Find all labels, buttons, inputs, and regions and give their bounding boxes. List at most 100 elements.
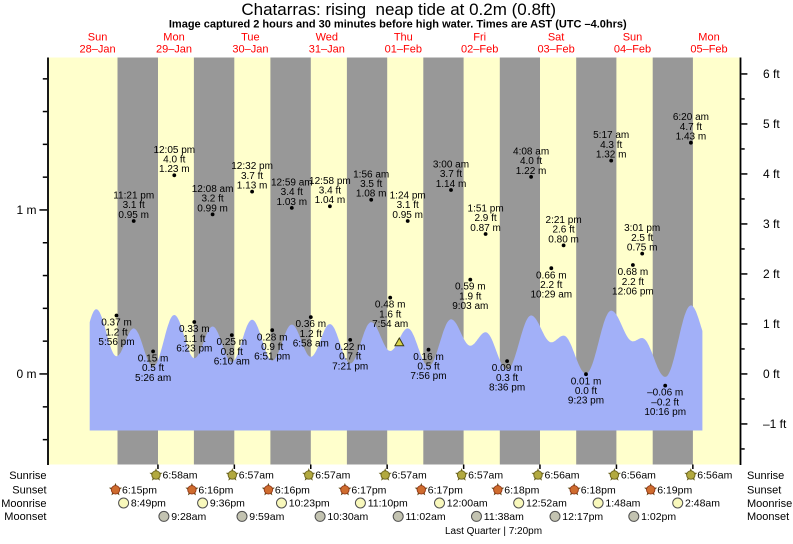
svg-text:0.95 m: 0.95 m — [118, 210, 149, 221]
svg-text:7:56 pm: 7:56 pm — [410, 371, 446, 382]
svg-text:6:17pm: 6:17pm — [428, 485, 463, 497]
svg-text:6:56am: 6:56am — [621, 470, 656, 482]
svg-text:Sun: Sun — [623, 32, 643, 44]
svg-text:–0.06 m: –0.06 m — [647, 388, 683, 399]
svg-text:0.16 m: 0.16 m — [413, 352, 444, 363]
svg-text:2 ft: 2 ft — [763, 267, 780, 281]
svg-text:0.3 ft: 0.3 ft — [496, 373, 518, 384]
svg-text:02–Feb: 02–Feb — [461, 44, 498, 56]
svg-text:1 ft: 1 ft — [763, 317, 780, 331]
svg-text:4.7 ft: 4.7 ft — [680, 122, 702, 133]
svg-text:6:57am: 6:57am — [239, 470, 274, 482]
svg-text:0.66 m: 0.66 m — [536, 270, 567, 281]
svg-text:9:36pm: 9:36pm — [210, 498, 245, 510]
svg-text:4.0 ft: 4.0 ft — [520, 156, 542, 167]
svg-text:1.08 m: 1.08 m — [356, 189, 387, 200]
svg-text:0 ft: 0 ft — [763, 367, 780, 381]
svg-text:Moonset: Moonset — [4, 511, 46, 523]
svg-text:5:17 am: 5:17 am — [593, 130, 629, 141]
svg-text:3.4 ft: 3.4 ft — [319, 186, 341, 197]
svg-text:0.80 m: 0.80 m — [548, 234, 579, 245]
svg-text:10:16 pm: 10:16 pm — [644, 407, 686, 418]
svg-text:Mon: Mon — [698, 32, 719, 44]
svg-text:3.1 ft: 3.1 ft — [397, 200, 419, 211]
svg-text:0.33 m: 0.33 m — [179, 324, 210, 335]
svg-text:Moonset: Moonset — [747, 511, 789, 523]
svg-text:Moonrise: Moonrise — [1, 498, 46, 510]
svg-text:1 m: 1 m — [16, 203, 36, 217]
svg-text:1.23 m: 1.23 m — [159, 164, 190, 175]
svg-text:6:10 am: 6:10 am — [214, 357, 250, 368]
svg-text:6:51 pm: 6:51 pm — [254, 352, 290, 363]
svg-text:8:36 pm: 8:36 pm — [489, 383, 525, 394]
svg-text:1.32 m: 1.32 m — [596, 150, 627, 161]
svg-text:8:49pm: 8:49pm — [131, 498, 166, 510]
svg-text:2:48am: 2:48am — [685, 498, 720, 510]
svg-text:3:01 pm: 3:01 pm — [624, 223, 660, 234]
svg-text:11:02am: 11:02am — [406, 511, 446, 523]
svg-text:0.0 ft: 0.0 ft — [575, 386, 597, 397]
svg-text:3.1 ft: 3.1 ft — [123, 200, 145, 211]
svg-text:12:08 am: 12:08 am — [192, 184, 234, 195]
svg-text:6:58 am: 6:58 am — [293, 339, 329, 350]
svg-text:1:56 am: 1:56 am — [353, 169, 389, 180]
svg-text:11:38am: 11:38am — [484, 511, 524, 523]
svg-text:0.75 m: 0.75 m — [627, 243, 658, 254]
svg-text:Sat: Sat — [548, 32, 565, 44]
svg-text:0.28 m: 0.28 m — [257, 332, 288, 343]
svg-text:2.2 ft: 2.2 ft — [540, 280, 562, 291]
svg-text:Chatarras: rising neap tide a: Chatarras: rising neap tide at 0.2m (0.8… — [241, 0, 556, 19]
svg-text:6 ft: 6 ft — [763, 67, 780, 81]
svg-text:1.2 ft: 1.2 ft — [300, 329, 322, 340]
svg-text:1.9 ft: 1.9 ft — [459, 291, 481, 302]
svg-text:9:23 pm: 9:23 pm — [568, 396, 604, 407]
svg-text:6:19pm: 6:19pm — [657, 485, 692, 497]
svg-text:Sunset: Sunset — [12, 485, 46, 497]
svg-text:5:26 am: 5:26 am — [135, 373, 171, 384]
svg-text:3:00 am: 3:00 am — [433, 160, 469, 171]
svg-text:1.22 m: 1.22 m — [516, 166, 547, 177]
svg-text:01–Feb: 01–Feb — [385, 44, 422, 56]
svg-text:12:58 pm: 12:58 pm — [309, 176, 351, 187]
svg-text:Last Quarter | 7:20pm: Last Quarter | 7:20pm — [445, 526, 542, 537]
svg-text:–1 ft: –1 ft — [763, 417, 787, 431]
svg-text:1:24 pm: 1:24 pm — [390, 191, 426, 202]
svg-text:0.99 m: 0.99 m — [197, 203, 228, 214]
svg-text:5 ft: 5 ft — [763, 117, 780, 131]
svg-text:10:23pm: 10:23pm — [289, 498, 330, 510]
svg-text:0.48 m: 0.48 m — [375, 300, 406, 311]
svg-text:31–Jan: 31–Jan — [309, 44, 345, 56]
svg-text:Image captured 2 hours and 30: Image captured 2 hours and 30 minutes be… — [169, 19, 627, 31]
svg-text:0.7 ft: 0.7 ft — [339, 352, 361, 363]
svg-text:1.04 m: 1.04 m — [315, 195, 346, 206]
svg-text:0.87 m: 0.87 m — [470, 223, 501, 234]
svg-text:3.4 ft: 3.4 ft — [281, 187, 303, 198]
svg-text:4:08 am: 4:08 am — [513, 146, 549, 157]
svg-text:Thu: Thu — [394, 32, 413, 44]
svg-text:Tue: Tue — [241, 32, 260, 44]
svg-text:9:03 am: 9:03 am — [452, 301, 488, 312]
svg-text:1.6 ft: 1.6 ft — [379, 309, 401, 320]
svg-text:0.5 ft: 0.5 ft — [142, 363, 164, 374]
svg-text:9:59am: 9:59am — [249, 511, 284, 523]
svg-text:6:17pm: 6:17pm — [351, 485, 386, 497]
svg-text:Sunrise: Sunrise — [747, 470, 784, 482]
svg-text:2.9 ft: 2.9 ft — [474, 213, 496, 224]
svg-text:2:21 pm: 2:21 pm — [546, 215, 582, 226]
svg-text:10:30am: 10:30am — [327, 511, 368, 523]
svg-text:–0.2 ft: –0.2 ft — [651, 397, 679, 408]
svg-text:12:05 pm: 12:05 pm — [153, 145, 195, 156]
svg-text:11:10pm: 11:10pm — [368, 498, 408, 510]
svg-text:0.9 ft: 0.9 ft — [261, 342, 283, 353]
svg-text:6:57am: 6:57am — [315, 470, 350, 482]
svg-text:Mon: Mon — [163, 32, 184, 44]
svg-text:Moonrise: Moonrise — [747, 498, 792, 510]
svg-text:28–Jan: 28–Jan — [80, 44, 116, 56]
svg-text:12:32 pm: 12:32 pm — [231, 161, 273, 172]
svg-text:3 ft: 3 ft — [763, 217, 780, 231]
svg-text:12:00am: 12:00am — [447, 498, 488, 510]
svg-text:0.37 m: 0.37 m — [101, 318, 132, 329]
svg-text:3.2 ft: 3.2 ft — [201, 194, 223, 205]
svg-text:6:18pm: 6:18pm — [581, 485, 616, 497]
svg-text:12:52am: 12:52am — [526, 498, 567, 510]
